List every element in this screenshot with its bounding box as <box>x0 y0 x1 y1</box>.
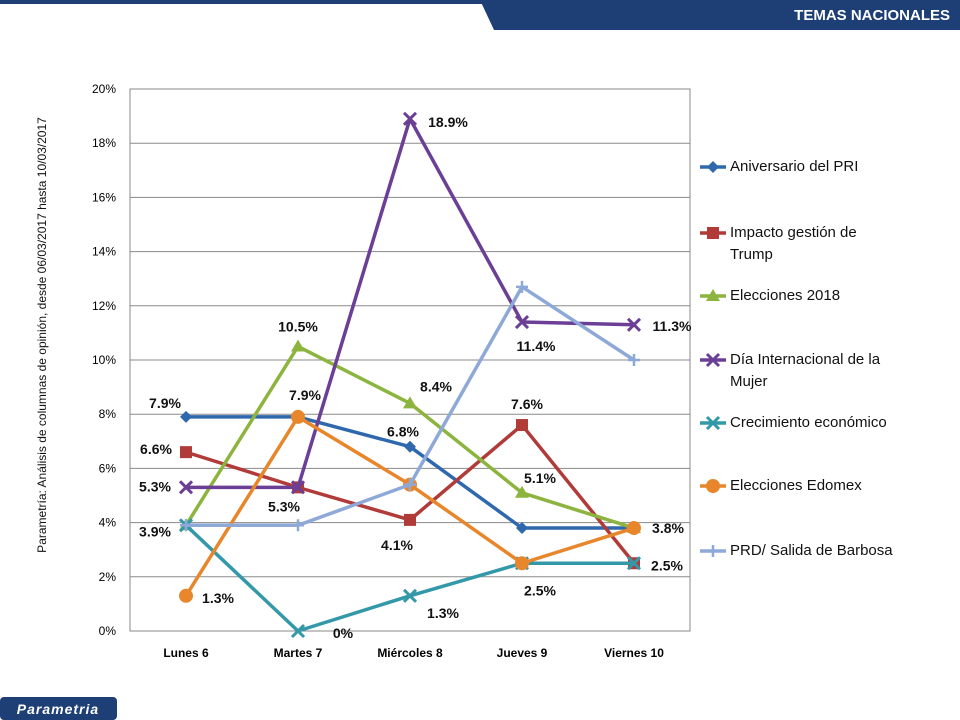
marker <box>292 519 304 532</box>
data-label: 1.3% <box>427 605 459 621</box>
data-label: 6.8% <box>387 424 419 440</box>
data-label: 5.3% <box>139 478 171 494</box>
y-tick-label: 14% <box>92 245 116 259</box>
page-title: TEMAS NACIONALES <box>794 7 950 24</box>
legend-label: Aniversario del PRI <box>730 158 859 175</box>
marker <box>516 522 528 535</box>
title-bar <box>480 0 960 30</box>
legend-label: Elecciones Edomex <box>730 477 862 494</box>
y-tick-label: 6% <box>99 461 117 475</box>
y-tick-label: 0% <box>99 624 117 638</box>
marker <box>291 409 305 424</box>
series <box>180 280 640 532</box>
legend-label: Crecimiento económico <box>730 414 887 431</box>
y-tick-label: 18% <box>92 136 116 150</box>
data-label: 2.5% <box>524 582 556 598</box>
data-label: 5.1% <box>524 470 556 486</box>
legend-label: Impacto gestión de Trump <box>730 224 857 263</box>
x-tick-label: Martes 7 <box>274 646 323 660</box>
marker <box>290 623 306 639</box>
marker <box>178 480 194 495</box>
legend-label: PRD/ Salida de Barbosa <box>730 542 893 559</box>
marker <box>180 519 192 532</box>
legend-marker <box>705 352 721 368</box>
series <box>178 111 642 495</box>
data-label: 7.9% <box>289 387 321 403</box>
y-tick-label: 16% <box>92 190 116 204</box>
legend-marker <box>707 227 719 239</box>
data-label: 11.3% <box>653 318 692 334</box>
top-line <box>0 0 960 4</box>
x-tick-label: Jueves 9 <box>497 646 548 660</box>
marker <box>515 556 529 571</box>
data-label: 3.8% <box>652 520 684 536</box>
data-label: 2.5% <box>651 557 683 573</box>
x-tick-label: Viernes 10 <box>604 646 664 660</box>
data-label: 7.9% <box>149 395 181 411</box>
legend-marker <box>706 289 720 301</box>
marker <box>179 588 193 603</box>
data-label: 1.3% <box>202 590 234 606</box>
y-tick-label: 12% <box>92 299 116 313</box>
data-label: 8.4% <box>420 378 452 394</box>
source-note: Parametría: Análisis de columnas de opin… <box>35 117 49 553</box>
data-label: 4.1% <box>381 537 413 553</box>
data-label: 10.5% <box>278 318 318 334</box>
data-label: 5.3% <box>268 498 300 514</box>
data-label: 6.6% <box>140 441 172 457</box>
marker <box>403 396 417 409</box>
data-label: 18.9% <box>428 114 468 130</box>
marker <box>404 513 416 526</box>
y-tick-label: 8% <box>99 407 117 421</box>
y-tick-label: 4% <box>99 516 117 530</box>
marker <box>627 521 641 536</box>
marker <box>290 480 306 495</box>
marker <box>180 446 192 459</box>
marker <box>628 354 640 366</box>
data-label: 7.6% <box>511 396 543 412</box>
legend-marker <box>707 545 719 557</box>
marker <box>626 556 642 571</box>
data-label: 3.9% <box>139 523 171 539</box>
marker <box>404 440 416 453</box>
legend-marker <box>705 415 721 431</box>
logo: Parametria <box>17 701 99 717</box>
marker <box>402 588 418 603</box>
legend-marker <box>707 161 719 173</box>
legend-marker <box>706 479 720 493</box>
y-tick-label: 20% <box>92 82 116 96</box>
marker <box>291 339 305 352</box>
y-tick-label: 10% <box>92 353 116 367</box>
marker <box>626 317 642 332</box>
legend-label: Elecciones 2018 <box>730 287 841 304</box>
marker <box>516 280 528 293</box>
marker <box>515 485 529 498</box>
data-label: 0% <box>333 625 354 641</box>
marker <box>404 478 416 491</box>
data-label: 11.4% <box>517 338 556 354</box>
marker <box>516 419 528 432</box>
marker <box>180 410 192 423</box>
x-tick-label: Lunes 6 <box>163 646 209 660</box>
y-tick-label: 2% <box>99 570 117 584</box>
x-tick-label: Miércoles 8 <box>377 646 443 660</box>
marker <box>402 111 418 126</box>
legend-label: Día Internacional de la Mujer <box>730 351 881 390</box>
marker <box>514 314 530 330</box>
logo-box <box>0 697 117 720</box>
